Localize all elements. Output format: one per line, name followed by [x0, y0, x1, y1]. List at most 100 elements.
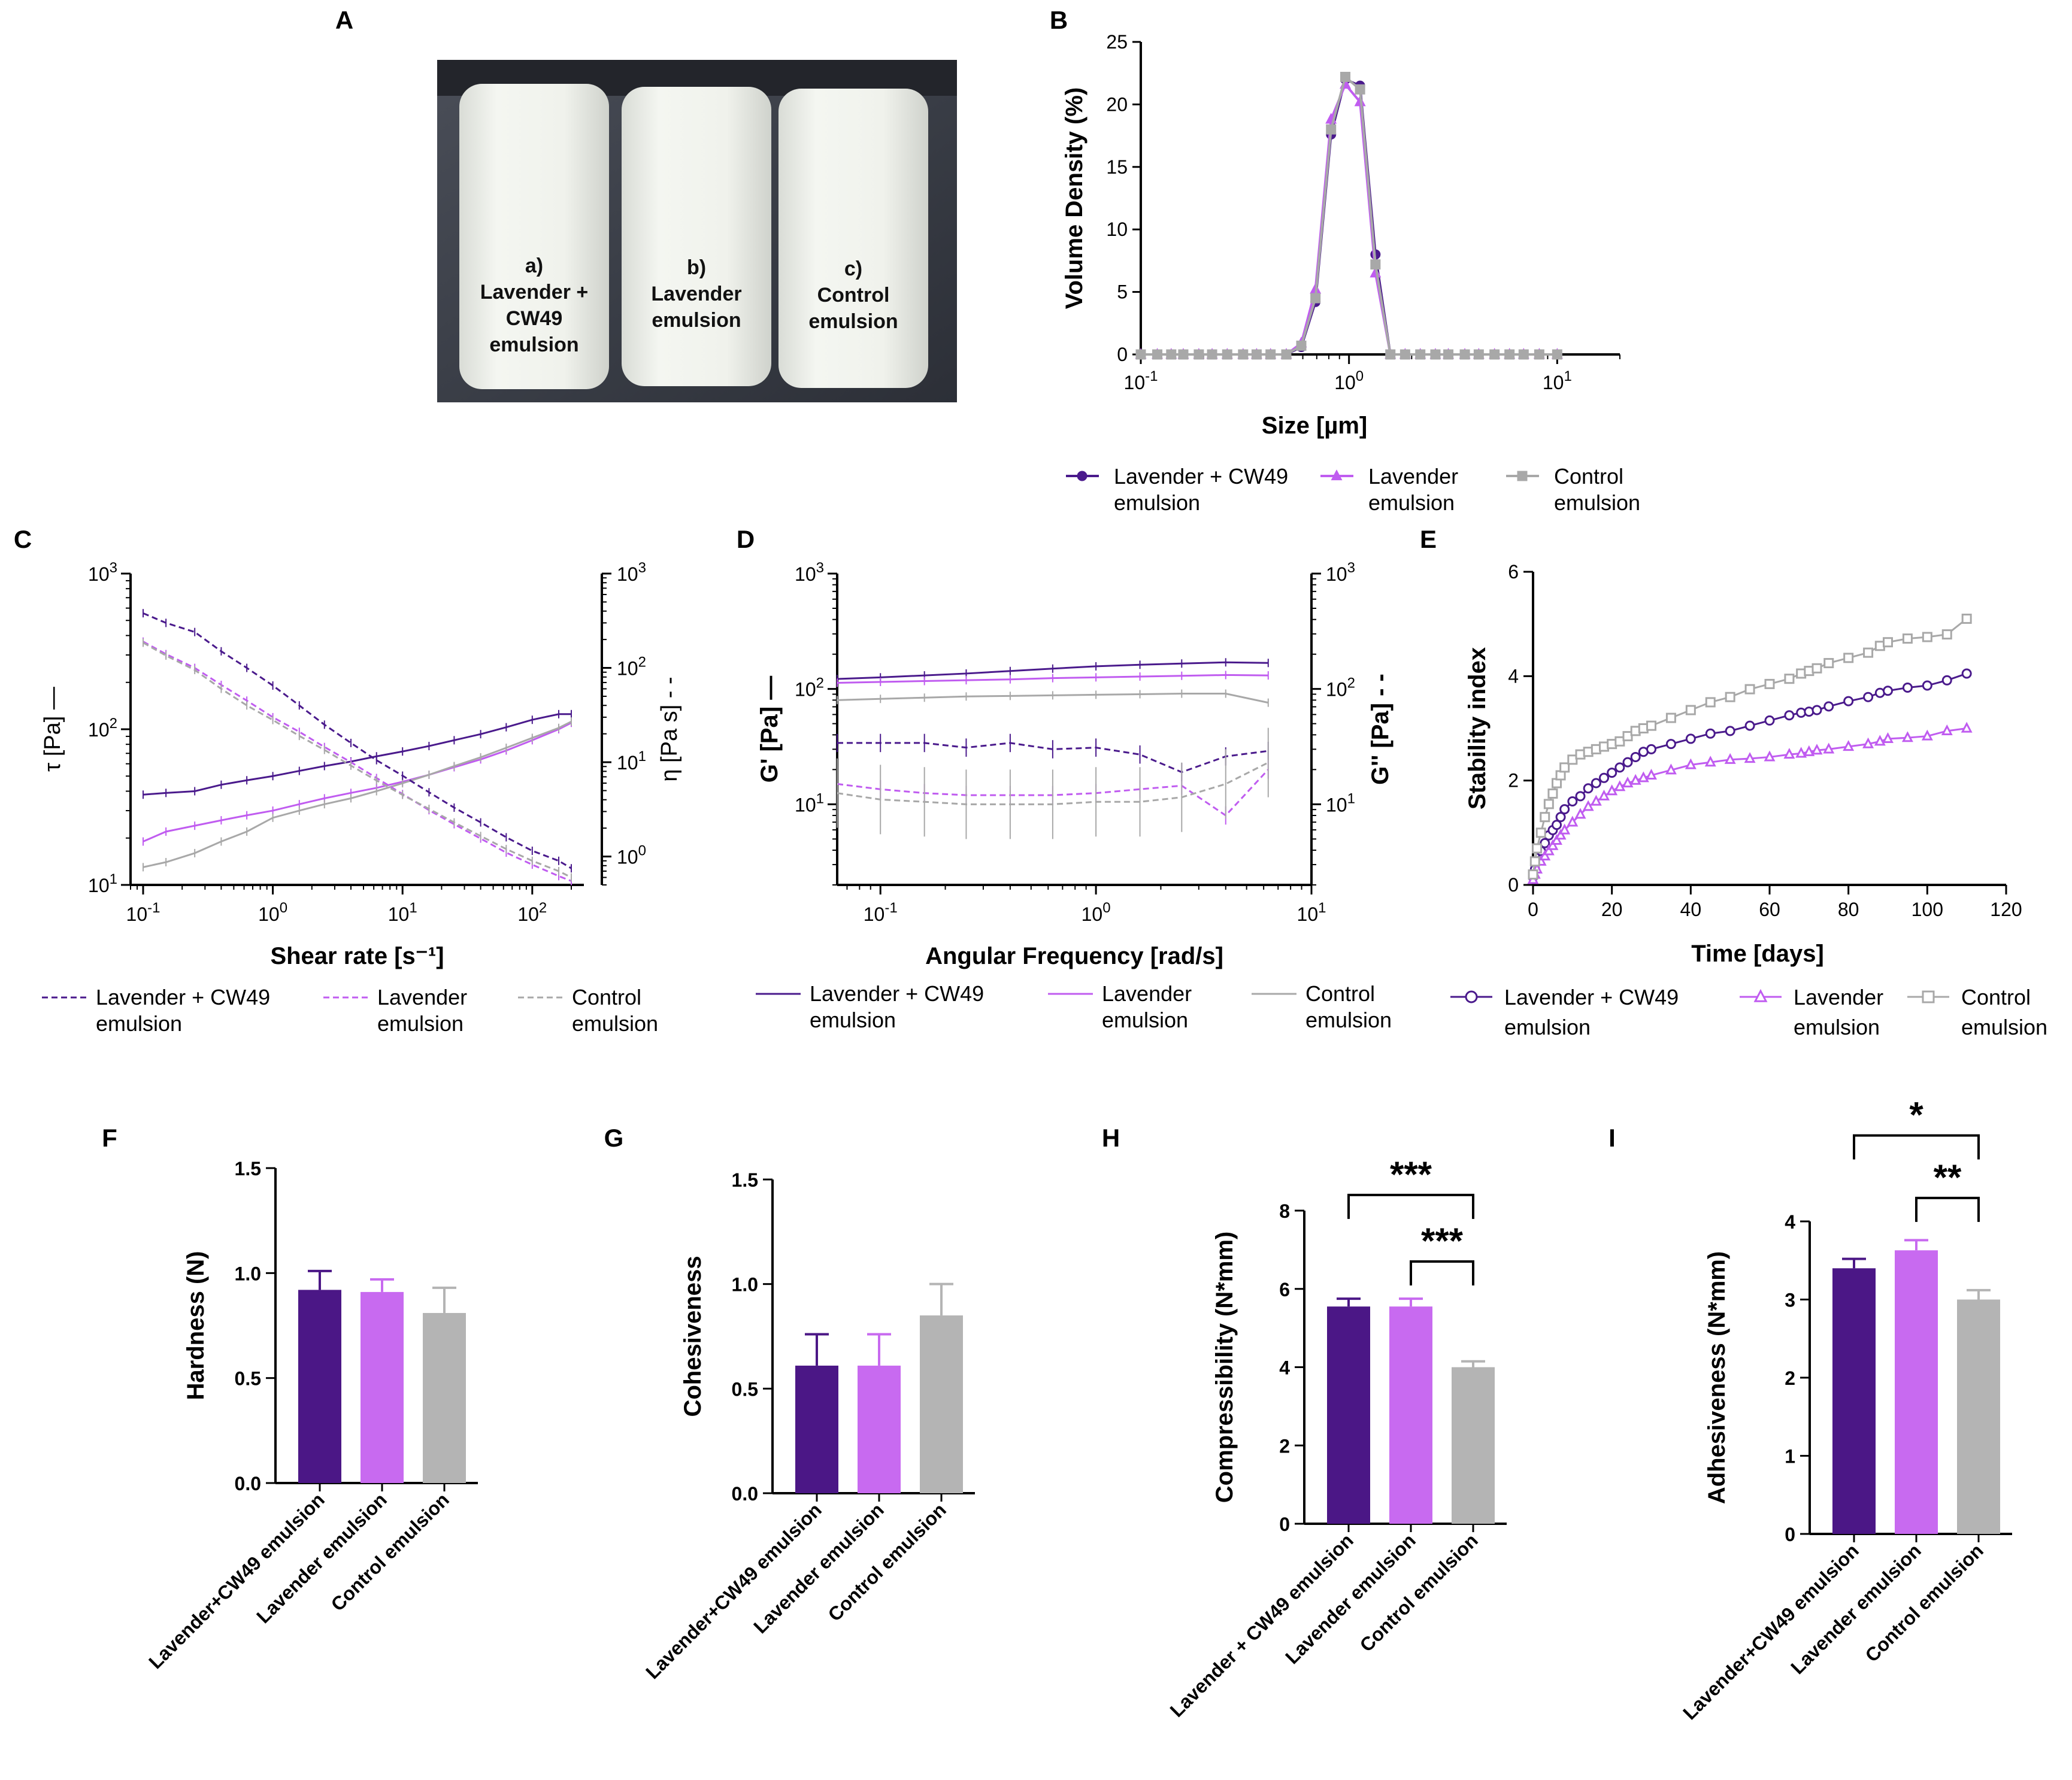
y-tick-label: 20 [1106, 93, 1128, 115]
data-point [1863, 692, 1874, 702]
data-point [1281, 349, 1292, 360]
data-point [1528, 869, 1538, 880]
data-point [1922, 680, 1932, 691]
data-point [1575, 791, 1586, 802]
data-point [1705, 697, 1716, 708]
legend-label: Lavender emulsion [377, 985, 467, 1036]
legend-marker [1465, 990, 1478, 1003]
stress-line [143, 713, 572, 796]
data-point [1222, 349, 1232, 360]
data-point [1705, 728, 1716, 739]
bar [361, 1291, 404, 1483]
data-point [1310, 293, 1321, 304]
data-point [1539, 850, 1551, 861]
data-point [1685, 758, 1697, 769]
data-point [1152, 349, 1163, 360]
panel-label-h: H [1102, 1124, 1120, 1152]
x-tick-label: 10-1 [1124, 368, 1158, 393]
data-point [1823, 701, 1834, 712]
x-tick-label: 0 [1528, 899, 1538, 920]
data-point [1430, 349, 1441, 360]
series-line [1141, 82, 1558, 356]
data-point [1704, 756, 1716, 767]
data-point [1552, 349, 1562, 360]
x-tick-label: 102 [517, 900, 547, 925]
legend-label: Lavender + CW49 emulsion [1504, 985, 1679, 1039]
data-point [1646, 744, 1656, 754]
stress-line [143, 720, 572, 868]
x-tick-label: 100 [1912, 899, 1943, 920]
data-point [1724, 753, 1736, 764]
data-point [1607, 768, 1617, 778]
y-tick-label: 4 [1279, 1357, 1290, 1379]
data-point [1238, 349, 1249, 360]
y-tick-label: 0.5 [235, 1368, 261, 1390]
y-axis-title: Volume Density (%) [1061, 87, 1088, 309]
significance-bracket [1410, 1260, 1474, 1285]
data-point [1823, 742, 1835, 754]
data-point [1443, 349, 1454, 360]
y-tick-label: 101 [795, 790, 824, 815]
data-point [1535, 827, 1546, 838]
x-tick-label: 40 [1680, 899, 1702, 920]
y-tick-label: 5 [1117, 281, 1128, 303]
y2-tick-label: 103 [1326, 560, 1355, 585]
y2-axis-title: G'' [Pa] - - [1367, 674, 1394, 785]
x-tick-label: 10-1 [864, 900, 898, 925]
x-tick-label: 20 [1601, 899, 1623, 920]
data-point [1178, 349, 1189, 360]
x-tick-label: 101 [1543, 368, 1572, 393]
data-point [1614, 762, 1625, 773]
y-axis-title: Compressibility (N*mm) [1211, 1232, 1238, 1503]
data-point [1637, 771, 1649, 783]
x-axis-title: Size [µm] [1262, 413, 1367, 439]
y-tick-label: 0 [1117, 344, 1128, 365]
data-point [1784, 710, 1795, 721]
panel-label-f: F [102, 1124, 117, 1152]
data-point [1725, 726, 1735, 736]
data-point [1685, 733, 1696, 744]
data-point [1559, 762, 1570, 773]
legend-marker [1753, 988, 1768, 1002]
x-tick-label: 60 [1759, 899, 1780, 920]
data-point [1630, 751, 1641, 762]
legend-label: Lavender + CW49 emulsion [810, 981, 984, 1032]
data-point [1874, 735, 1886, 746]
data-point [1534, 349, 1544, 360]
panel-label-b: B [1050, 6, 1068, 34]
y2-tick-label: 102 [617, 654, 646, 680]
data-point [1355, 84, 1365, 95]
legend-label: Lavender emulsion [1368, 464, 1458, 515]
data-point [1340, 71, 1351, 82]
data-point [1489, 349, 1500, 360]
y-tick-label: 0.5 [732, 1378, 758, 1400]
legend-label: Lavender + CW49 emulsion [96, 985, 270, 1036]
data-point [1251, 349, 1262, 360]
x-axis-title: Time [days] [1691, 941, 1824, 967]
data-point [1518, 349, 1529, 360]
data-point [1862, 737, 1874, 748]
x-tick-label: Control emulsion [823, 1499, 950, 1626]
data-point [1883, 637, 1893, 648]
data-point [1415, 349, 1426, 360]
data-point [1629, 774, 1641, 785]
y-tick-label: 25 [1106, 31, 1128, 53]
data-point [1843, 696, 1854, 706]
data-point [1326, 124, 1337, 135]
data-point [1961, 613, 1972, 624]
vial-a [459, 84, 609, 389]
vial-b [622, 87, 771, 386]
legend-label: Lavender + CW49 emulsion [1114, 464, 1288, 515]
x-tick-label: 100 [1082, 900, 1111, 925]
y-axis-title: G' [Pa] — [756, 676, 783, 783]
data-point [1598, 789, 1610, 800]
data-point [1961, 721, 1973, 733]
y-tick-label: 4 [1785, 1211, 1795, 1233]
data-point [1725, 692, 1735, 702]
legend-label: Lavender emulsion [1794, 985, 1883, 1039]
y-tick-label: 10 [1106, 219, 1128, 240]
y-tick-label: 0.0 [235, 1473, 261, 1494]
y-tick-label: 2 [1279, 1435, 1290, 1457]
data-point [1399, 349, 1410, 360]
significance-label: *** [1390, 1154, 1432, 1194]
